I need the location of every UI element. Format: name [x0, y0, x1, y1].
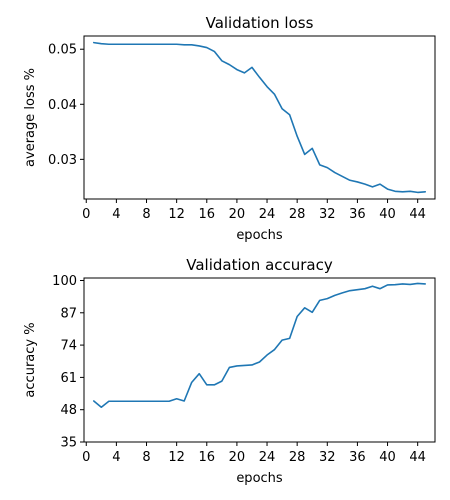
x-axis-label: epochs — [236, 471, 283, 486]
loss-line — [92, 41, 427, 194]
y-tick-label: 61 — [60, 371, 77, 386]
x-tick-label: 0 — [82, 207, 90, 222]
x-tick-label: 8 — [142, 207, 150, 222]
validation-loss-chart: Validation loss epochs average loss % 0 4… — [23, 14, 436, 243]
x-tick-label: 12 — [168, 450, 185, 465]
x-tick-label: 40 — [379, 450, 396, 465]
y-tick-label: 35 — [60, 436, 77, 451]
y-axis-label: accuracy % — [23, 322, 38, 397]
plot-frame — [83, 277, 436, 443]
x-tick-label: 40 — [379, 207, 396, 222]
x-tick-label: 0 — [82, 450, 90, 465]
accuracy-line — [92, 282, 427, 409]
validation-accuracy-chart: Validation accuracy epochs accuracy % 0 4… — [23, 256, 436, 486]
x-tick-label: 12 — [168, 207, 185, 222]
x-tick-label: 16 — [199, 207, 216, 222]
chart-title: Validation accuracy — [186, 256, 333, 274]
y-tick-label: 48 — [60, 403, 77, 418]
x-tick-label: 36 — [349, 450, 366, 465]
x-tick-label: 32 — [319, 207, 336, 222]
chart-title: Validation loss — [206, 14, 314, 32]
x-tick-label: 36 — [349, 207, 366, 222]
x-tick-label: 44 — [409, 450, 426, 465]
x-tick-label: 4 — [112, 450, 120, 465]
x-tick-label: 4 — [112, 207, 120, 222]
x-tick-label: 20 — [229, 450, 246, 465]
y-tick-label: 0.05 — [48, 43, 77, 58]
x-tick-label: 8 — [142, 450, 150, 465]
axis-ticks: 0 4 8 12 16 20 24 28 32 36 40 44 0.03 0.04 0.05 — [48, 43, 426, 222]
x-tick-label: 16 — [199, 450, 216, 465]
x-tick-label: 32 — [319, 450, 336, 465]
y-tick-label: 0.03 — [48, 153, 77, 168]
x-tick-label: 24 — [259, 207, 276, 222]
y-tick-label: 87 — [60, 306, 77, 321]
x-tick-label: 24 — [259, 450, 276, 465]
x-tick-label: 20 — [229, 207, 246, 222]
y-tick-label: 74 — [60, 339, 77, 354]
x-tick-label: 28 — [289, 207, 306, 222]
y-axis-label: average loss % — [23, 68, 38, 167]
x-tick-label: 28 — [289, 450, 306, 465]
x-tick-label: 44 — [409, 207, 426, 222]
y-tick-label: 0.04 — [48, 98, 77, 113]
plot-frame — [83, 35, 436, 200]
y-tick-label: 100 — [52, 274, 77, 289]
x-axis-label: epochs — [236, 228, 283, 243]
